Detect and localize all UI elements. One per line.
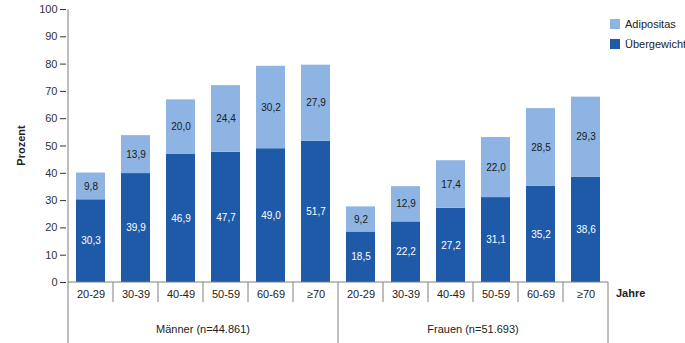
- svg-text:50: 50: [45, 140, 57, 152]
- svg-text:40: 40: [45, 167, 57, 179]
- svg-text:20,0: 20,0: [171, 121, 191, 132]
- svg-text:Jahre: Jahre: [616, 287, 645, 299]
- svg-text:60-69: 60-69: [257, 288, 285, 300]
- svg-text:27,9: 27,9: [306, 97, 326, 108]
- html-text:Adipositas: Adipositas: [625, 18, 676, 30]
- svg-text:17,4: 17,4: [441, 179, 461, 190]
- svg-text:Prozent: Prozent: [15, 125, 27, 166]
- svg-text:20: 20: [45, 221, 57, 233]
- svg-text:60: 60: [45, 112, 57, 124]
- svg-text:9,8: 9,8: [84, 181, 98, 192]
- svg-text:22,2: 22,2: [396, 246, 416, 257]
- svg-text:≥70: ≥70: [307, 288, 325, 300]
- svg-text:30-39: 30-39: [122, 288, 150, 300]
- svg-text:50-59: 50-59: [212, 288, 240, 300]
- svg-text:39,9: 39,9: [126, 222, 146, 233]
- svg-text:20-29: 20-29: [77, 288, 105, 300]
- svg-text:90: 90: [45, 30, 57, 42]
- svg-text:≥70: ≥70: [577, 288, 595, 300]
- svg-text:49,0: 49,0: [261, 210, 281, 221]
- svg-text:30,3: 30,3: [81, 235, 101, 246]
- svg-text:47,7: 47,7: [216, 212, 236, 223]
- svg-text:29,3: 29,3: [576, 131, 596, 142]
- svg-text:28,5: 28,5: [531, 142, 551, 153]
- svg-text:24,4: 24,4: [216, 113, 236, 124]
- svg-text:10: 10: [45, 249, 57, 261]
- svg-text:40-49: 40-49: [437, 288, 465, 300]
- svg-text:12,9: 12,9: [396, 198, 416, 209]
- svg-text:0: 0: [51, 276, 57, 288]
- svg-text:Frauen (n=51.693): Frauen (n=51.693): [427, 323, 518, 335]
- svg-text:31,1: 31,1: [486, 234, 506, 245]
- svg-text:13,9: 13,9: [126, 149, 146, 160]
- svg-text:18,5: 18,5: [351, 251, 371, 262]
- svg-text:9,2: 9,2: [354, 214, 368, 225]
- svg-text:60-69: 60-69: [527, 288, 555, 300]
- svg-text:80: 80: [45, 58, 57, 70]
- svg-text:50-59: 50-59: [482, 288, 510, 300]
- svg-text:35,2: 35,2: [531, 229, 551, 240]
- svg-text:70: 70: [45, 85, 57, 97]
- svg-text:51,7: 51,7: [306, 206, 326, 217]
- svg-text:30,2: 30,2: [261, 102, 281, 113]
- svg-text:30: 30: [45, 194, 57, 206]
- svg-text:30-39: 30-39: [392, 288, 420, 300]
- svg-text:40-49: 40-49: [167, 288, 195, 300]
- svg-text:20-29: 20-29: [347, 288, 375, 300]
- svg-text:22,0: 22,0: [486, 162, 506, 173]
- svg-text:27,2: 27,2: [441, 240, 461, 251]
- svg-text:46,9: 46,9: [171, 213, 191, 224]
- svg-text:38,6: 38,6: [576, 224, 596, 235]
- svg-text:Männer (n=44.861): Männer (n=44.861): [156, 323, 250, 335]
- svg-text:100: 100: [39, 3, 57, 15]
